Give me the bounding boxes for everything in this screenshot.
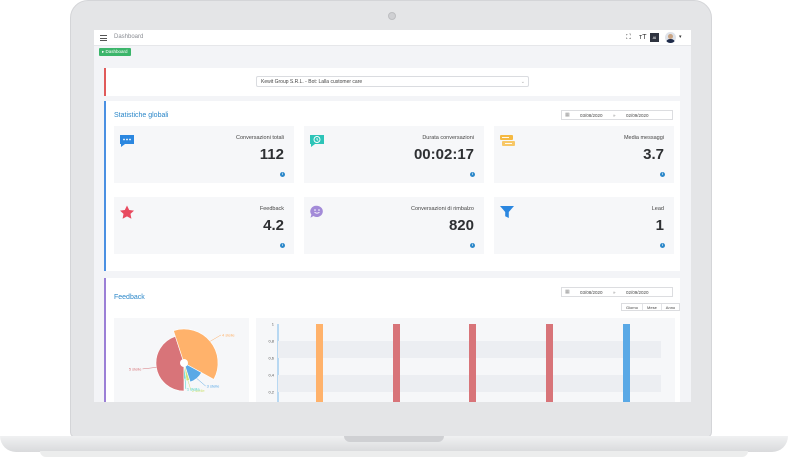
star-icon [120, 205, 134, 219]
y-tick-label: 0,8 [268, 339, 274, 344]
stat-value: 820 [448, 217, 474, 234]
info-icon[interactable]: i [280, 243, 285, 248]
laptop-shadow [40, 451, 748, 457]
global-stats-date-range[interactable]: ▦ 03/08/2020 » 02/09/2020 [561, 110, 673, 120]
bar[interactable] [546, 324, 553, 402]
stat-value: 112 [259, 146, 284, 163]
dashboard-button[interactable]: ▸ Dashboard [99, 48, 131, 56]
date-from[interactable]: 03/08/2020 [580, 290, 603, 295]
bar[interactable] [623, 324, 630, 402]
fullscreen-icon[interactable]: ⛶ [626, 34, 631, 41]
stat-card-total-conversations: Conversazioni totali 112 i [114, 126, 294, 183]
pie-label-leader [184, 378, 187, 389]
calendar-icon: ▦ [565, 112, 570, 118]
bot-select[interactable]: Kewit Group S.R.L. - Bot: Lalla customer… [256, 76, 529, 87]
y-tick-label: 0,6 [268, 356, 274, 361]
feedback-card: Feedback ▦ 03/08/2020 » 02/09/2020 Giorn… [104, 278, 681, 402]
tab-year[interactable]: Anno [665, 305, 676, 310]
feedback-date-range[interactable]: ▦ 03/08/2020 » 02/09/2020 [561, 287, 673, 297]
stat-value: 4.2 [263, 217, 284, 234]
bot-select-value: Kewit Group S.R.L. - Bot: Lalla customer… [261, 79, 363, 85]
feedback-bar-chart: 1 0,8 0,6 0,4 0,2 [256, 318, 675, 402]
pie-label-leader [196, 378, 206, 387]
stat-label: Conversazioni totali [236, 135, 284, 141]
y-tick-label: 0,2 [268, 390, 274, 395]
pie-label: 5 stelle [129, 366, 142, 371]
funnel-icon [500, 206, 514, 218]
chevron-down-icon[interactable]: ▾ [679, 34, 682, 40]
smiley-bubble-icon [310, 205, 323, 218]
date-to[interactable]: 02/09/2020 [626, 113, 649, 118]
info-icon[interactable]: i [470, 243, 475, 248]
clock-bubble-icon [310, 135, 324, 147]
global-stats-card: Statistiche globali ▦ 03/08/2020 » 02/09… [104, 101, 680, 271]
pie-center [180, 359, 188, 367]
chat-bubble-icon [120, 135, 134, 147]
range-tabs: Giorno Mese Anno [621, 303, 681, 311]
top-bar: Dashboard ⛶ ᴛT AI ▾ [94, 30, 691, 46]
pie-label-leader [210, 334, 222, 342]
laptop-notch [344, 436, 444, 442]
pie-label: 3 stelle [207, 384, 220, 389]
stat-card-conversation-duration: Durata conversazioni 00:02:17 i [304, 126, 484, 183]
camera [388, 12, 396, 20]
pie-slice[interactable] [183, 362, 202, 383]
stat-card-bounce-conversations: Conversazioni di rimbalzo 820 i [304, 197, 484, 254]
pie-slice[interactable] [183, 362, 190, 382]
pie-label: 2 stelle [192, 388, 205, 393]
stat-value: 1 [655, 217, 664, 234]
stat-card-feedback: Feedback 4.2 i [114, 197, 294, 254]
date-separator: » [613, 113, 616, 118]
pie-label: 1 stella [187, 386, 200, 391]
screen: Dashboard ⛶ ᴛT AI ▾ ▸ Dashboard Kewit Gr… [94, 30, 691, 402]
y-tick-label: 1 [272, 322, 275, 327]
bar-chart-svg: 1 0,8 0,6 0,4 0,2 [268, 322, 661, 402]
date-from[interactable]: 03/08/2020 [580, 113, 603, 118]
date-separator: » [613, 290, 616, 295]
info-icon[interactable]: i [470, 172, 475, 177]
messages-icon [500, 135, 515, 146]
global-stats-title: Statistiche globali [114, 112, 169, 119]
info-icon[interactable]: i [280, 172, 285, 177]
pie-slice[interactable] [183, 362, 187, 380]
feedback-pie-chart: 5 stelle 4 stelle 3 stelle 2 stelle 1 stella [114, 318, 249, 402]
bar[interactable] [393, 324, 400, 402]
stat-card-average-messages: Media messaggi 3.7 i [494, 126, 674, 183]
bar[interactable] [316, 324, 323, 402]
tab-day[interactable]: Giorno [622, 304, 644, 310]
stat-value: 3.7 [643, 146, 664, 163]
hamburger-menu-icon[interactable] [100, 35, 107, 41]
feedback-title: Feedback [114, 294, 145, 301]
date-to[interactable]: 02/09/2020 [626, 290, 649, 295]
calendar-icon: ▦ [565, 289, 570, 295]
stat-value: 00:02:17 [413, 146, 474, 163]
info-icon[interactable]: i [660, 243, 665, 248]
text-size-icon[interactable]: ᴛT [639, 34, 647, 41]
pie-label: 4 stelle [222, 332, 235, 337]
stat-label: Media messaggi [623, 135, 664, 141]
y-tick-label: 0,4 [268, 373, 274, 378]
bot-selector-card: Kewit Group S.R.L. - Bot: Lalla customer… [104, 68, 680, 96]
tab-month[interactable]: Mese [643, 304, 662, 310]
pie-label-leader [142, 367, 157, 370]
pie-label-leader [187, 380, 192, 391]
pie-slice[interactable] [173, 328, 219, 380]
avatar[interactable] [665, 32, 676, 43]
language-icon[interactable]: AI [650, 33, 659, 42]
stat-label: Durata conversazioni [422, 135, 474, 141]
info-icon[interactable]: i [660, 172, 665, 177]
laptop-base [0, 436, 788, 452]
stat-card-lead: Lead 1 i [494, 197, 674, 254]
breadcrumb: Dashboard [114, 34, 144, 40]
chevron-down-icon: ⌄ [520, 79, 525, 85]
bar[interactable] [469, 324, 476, 402]
stat-label: Feedback [259, 206, 284, 212]
stat-label: Conversazioni di rimbalzo [411, 206, 474, 212]
stat-label: Lead [651, 206, 664, 212]
